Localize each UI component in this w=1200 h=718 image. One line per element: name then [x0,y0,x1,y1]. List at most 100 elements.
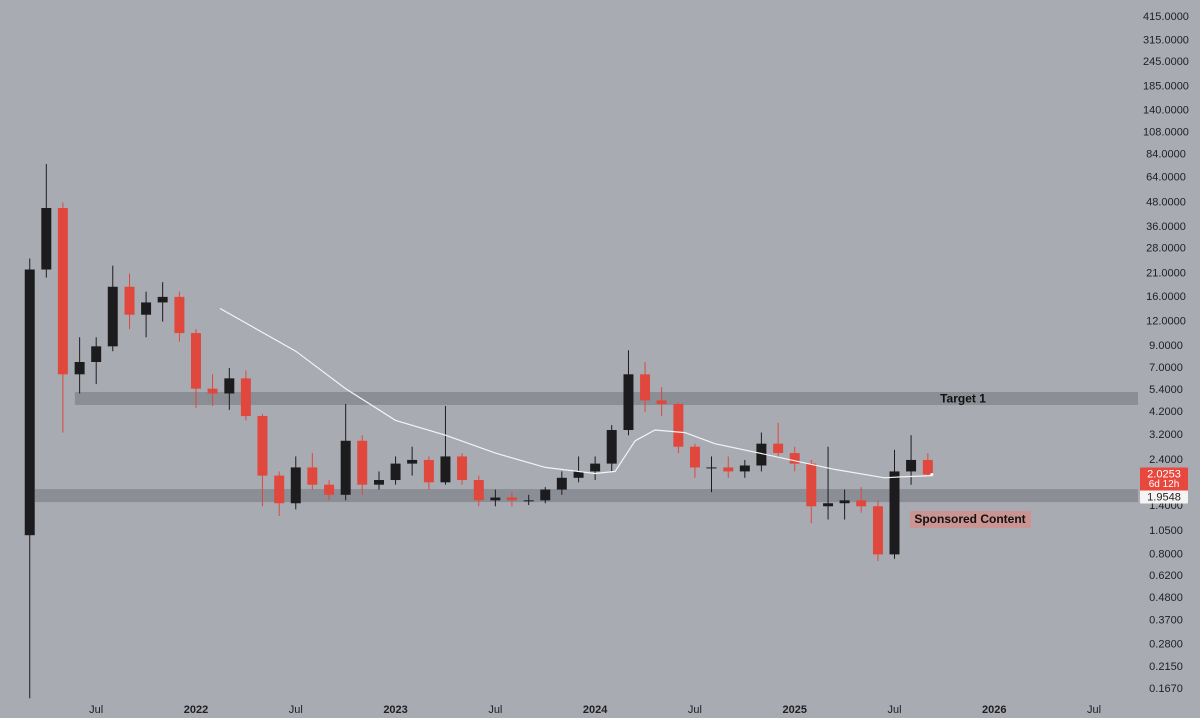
candle-body [523,500,534,502]
y-tick-label: 0.2150 [1149,661,1183,673]
candle-body [756,443,767,466]
candle-body [257,416,268,476]
candle-body [141,302,152,315]
candle-body [506,497,517,501]
candle-body [107,286,118,347]
candle-body [823,503,834,507]
candle-body [340,440,351,495]
y-tick-label: 140.0000 [1143,104,1189,116]
candle-body [374,480,384,485]
candle-body [590,463,601,472]
x-tick-label: Jul [89,704,103,716]
candles [24,164,933,699]
candle-body [91,346,102,363]
candle-body [174,296,185,334]
candle-body [640,374,651,401]
candle-body [739,465,750,472]
annotation-box [910,511,1031,528]
y-tick-label: 9.0000 [1149,340,1183,352]
candle-body [872,506,883,555]
y-tick-label: 0.6200 [1149,570,1183,582]
candle-body [490,497,501,501]
candle-body [307,467,318,485]
y-tick-label: 0.4800 [1149,592,1183,604]
y-tick-label: 21.0000 [1146,267,1186,279]
candle-body [706,467,717,469]
y-tick-label: 0.2800 [1149,639,1183,651]
candle-body [906,459,917,472]
y-tick-label: 185.0000 [1143,80,1189,92]
candle-body [423,459,434,483]
candle-body [856,500,867,507]
ma-price-box [1140,490,1188,504]
candle-body [556,477,567,490]
moving-average [219,307,933,479]
y-tick-label: 5.4000 [1149,384,1183,396]
candle-body [57,207,68,375]
candle-body [773,443,784,454]
x-tick-label: Jul [289,704,303,716]
candle-body [473,480,484,501]
candle-body [290,467,301,504]
candle-body [889,471,900,555]
y-tick-label: 2.4000 [1149,454,1183,466]
candle-body [457,456,468,481]
candle-body [224,378,235,394]
y-tick-label: 36.0000 [1146,221,1186,233]
y-tick-label: 12.0000 [1146,316,1186,328]
x-tick-label: 2024 [583,704,608,716]
overlay: 415.0000 315.0000 245.0000 185.0000 140.0000… [89,11,1189,716]
candle-body [124,286,135,315]
candle-body [74,362,85,375]
x-tick-label: 2025 [782,704,806,716]
candle-body [357,440,368,485]
candle-body [157,296,168,303]
candle-body [274,475,285,504]
x-tick-label: 2022 [184,704,208,716]
y-tick-label: 0.8000 [1149,548,1183,560]
candle-body [207,388,218,394]
candle-body [540,489,551,501]
candle-body [689,446,700,468]
y-tick-label: 4.2000 [1149,406,1183,418]
zone [74,392,1138,405]
candle-body [573,471,584,478]
candle-body [673,404,684,447]
candle-body [606,430,617,464]
candle-body [24,269,35,536]
candle-body [390,463,401,481]
y-tick-label: 84.0000 [1146,148,1186,160]
y-tick-label: 415.0000 [1143,11,1189,23]
last-price-box [1140,467,1188,491]
x-tick-label: Jul [488,704,502,716]
y-tick-label: 48.0000 [1146,196,1186,208]
zones: Target 1 [34,392,1138,503]
candle-body [623,374,634,431]
candle-body [839,500,850,504]
candle-body [922,459,933,475]
y-tick-label: 1.0500 [1149,525,1183,537]
zone [34,489,1138,503]
last-price-label: 2.0253 [1147,468,1181,480]
candle-body [440,456,451,483]
ma-price-label: 1.9548 [1147,491,1181,503]
y-tick-label: 315.0000 [1143,35,1189,47]
x-tick-label: Jul [688,704,702,716]
zone-label: Target 1 [940,392,986,406]
candle-body [789,453,800,464]
x-tick-label: Jul [887,704,901,716]
y-tick-label: 3.2000 [1149,429,1183,441]
candle-body [656,400,667,405]
x-tick-label: 2026 [982,704,1006,716]
y-tick-label: 0.3700 [1149,615,1183,627]
y-tick-label: 64.0000 [1146,172,1186,184]
annotation: Sponsored Content [910,511,1031,528]
candle-body [324,484,335,495]
y-tick-label: 7.0000 [1149,362,1183,374]
candle-body [806,463,817,507]
y-tick-label: 245.0000 [1143,56,1189,68]
candle-body [41,207,52,270]
candle-body [190,333,201,389]
annotation-text: Sponsored Content [914,512,1025,526]
